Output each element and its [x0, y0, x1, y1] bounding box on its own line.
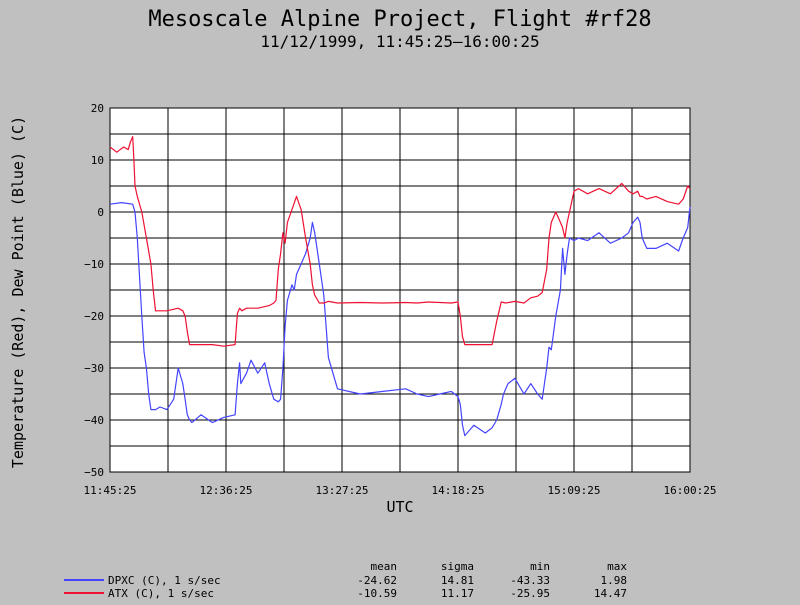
y-tick-label: −10	[84, 258, 104, 271]
x-axis-label: UTC	[386, 498, 413, 516]
legend-label-dew-point: DPXC (C), 1 s/sec	[108, 574, 221, 587]
stats-header-min: min	[530, 560, 550, 573]
stats-header-mean: mean	[371, 560, 398, 573]
chart-subtitle: 11/12/1999, 11:45:25–16:00:25	[260, 32, 539, 51]
legend-label-temperature: ATX (C), 1 s/sec	[108, 587, 214, 600]
x-tick-label: 12:36:25	[200, 484, 253, 497]
x-tick-label: 11:45:25	[84, 484, 137, 497]
stat-temp-sigma: 11.17	[441, 587, 474, 600]
series-line-temperature	[109, 136, 691, 347]
x-tick-label: 14:18:25	[432, 484, 485, 497]
stats-header-sigma: sigma	[441, 560, 474, 573]
y-tick-label: −50	[84, 466, 104, 479]
stats-table: mean sigma min max DPXC (C), 1 s/sec -24…	[64, 560, 627, 600]
stats-header-max: max	[607, 560, 627, 573]
y-tick-label: 0	[97, 206, 104, 219]
y-tick-label: −30	[84, 362, 104, 375]
y-tick-label: −40	[84, 414, 104, 427]
stat-dew-sigma: 14.81	[441, 574, 474, 587]
y-axis-label: Temperature (Red), Dew Point (Blue) (C)	[9, 116, 27, 468]
series-layer	[109, 136, 691, 437]
grid	[109, 107, 691, 473]
stat-dew-max: 1.98	[601, 574, 628, 587]
stat-temp-max: 14.47	[594, 587, 627, 600]
x-tick-label: 15:09:25	[548, 484, 601, 497]
series-line-dew-point	[109, 202, 691, 437]
chart-title: Mesoscale Alpine Project, Flight #rf28	[148, 7, 651, 32]
y-tick-label: 20	[91, 102, 104, 115]
stat-dew-min: -43.33	[510, 574, 550, 587]
y-axis-ticks: 20 10 0 −10 −20 −30 −40 −50	[84, 102, 104, 479]
stat-temp-min: -25.95	[510, 587, 550, 600]
stat-temp-mean: -10.59	[357, 587, 397, 600]
y-tick-label: −20	[84, 310, 104, 323]
x-tick-label: 16:00:25	[664, 484, 717, 497]
stat-dew-mean: -24.62	[357, 574, 397, 587]
y-tick-label: 10	[91, 154, 104, 167]
x-tick-label: 13:27:25	[316, 484, 369, 497]
x-axis-ticks: 11:45:25 12:36:25 13:27:25 14:18:25 15:09:25…	[84, 484, 717, 497]
